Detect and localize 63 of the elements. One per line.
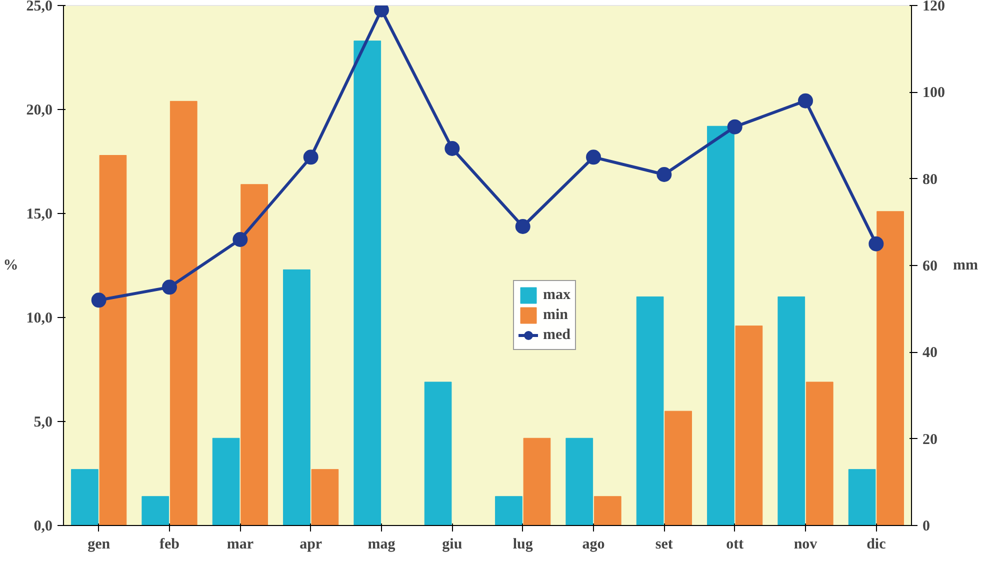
bar — [707, 126, 734, 526]
bar — [71, 469, 98, 526]
bar — [636, 296, 664, 526]
bar — [424, 382, 452, 526]
bar — [240, 184, 268, 526]
y-tick-label: 10,0 — [26, 310, 52, 326]
bar — [806, 382, 834, 526]
x-tick-label: mag — [368, 536, 396, 552]
y-tick-label: 0,0 — [34, 518, 52, 534]
bar — [735, 326, 763, 526]
bar — [99, 155, 127, 526]
y-tick-label: 20,0 — [26, 102, 52, 118]
legend-label: min — [543, 306, 568, 324]
bar — [311, 469, 339, 526]
point — [162, 280, 177, 295]
y-axis-title: % — [3, 258, 18, 274]
x-tick-label: apr — [300, 536, 322, 552]
y2-tick-label: 0 — [922, 518, 930, 534]
point — [868, 236, 884, 252]
point — [727, 119, 742, 134]
x-tick-label: set — [655, 536, 673, 552]
x-tick-label: gen — [88, 536, 111, 552]
bar — [495, 496, 522, 526]
y2-tick-label: 40 — [922, 345, 938, 362]
bar — [778, 296, 806, 526]
point — [303, 150, 318, 165]
bar — [876, 211, 904, 526]
x-tick-label: feb — [160, 536, 180, 552]
bar — [354, 40, 382, 526]
y-tick-label: 25,0 — [26, 0, 52, 14]
y2-tick-label: 120 — [922, 0, 945, 14]
bar — [848, 469, 876, 526]
y-tick-label: 15,0 — [26, 206, 52, 222]
x-tick-label: dic — [866, 536, 886, 552]
x-tick-label: ott — [726, 536, 744, 552]
point — [586, 150, 601, 165]
y2-tick-label: 80 — [922, 172, 938, 188]
legend-label: max — [543, 286, 570, 304]
point — [656, 167, 672, 182]
point — [798, 93, 813, 108]
x-tick-label: lug — [512, 536, 534, 552]
x-tick-label: mar — [226, 536, 254, 552]
point — [232, 232, 248, 247]
bar — [594, 496, 622, 526]
bar — [212, 438, 240, 526]
y2-tick-label: 20 — [922, 432, 938, 448]
bar — [566, 438, 594, 526]
x-tick-label: ago — [582, 536, 605, 552]
bar — [523, 438, 551, 526]
point — [444, 141, 460, 156]
y2-axis-title: mm — [953, 258, 978, 274]
y2-tick-label: 60 — [922, 258, 938, 274]
x-tick-label: nov — [794, 536, 818, 552]
bar — [142, 496, 170, 526]
bar — [664, 410, 692, 526]
legend-label: med — [543, 326, 570, 344]
bar — [170, 100, 198, 526]
x-tick-label: giu — [442, 536, 462, 552]
point — [91, 292, 106, 308]
bar — [283, 269, 310, 526]
y-tick-label: 5,0 — [34, 414, 52, 430]
point — [515, 219, 530, 234]
y2-tick-label: 100 — [922, 85, 945, 102]
